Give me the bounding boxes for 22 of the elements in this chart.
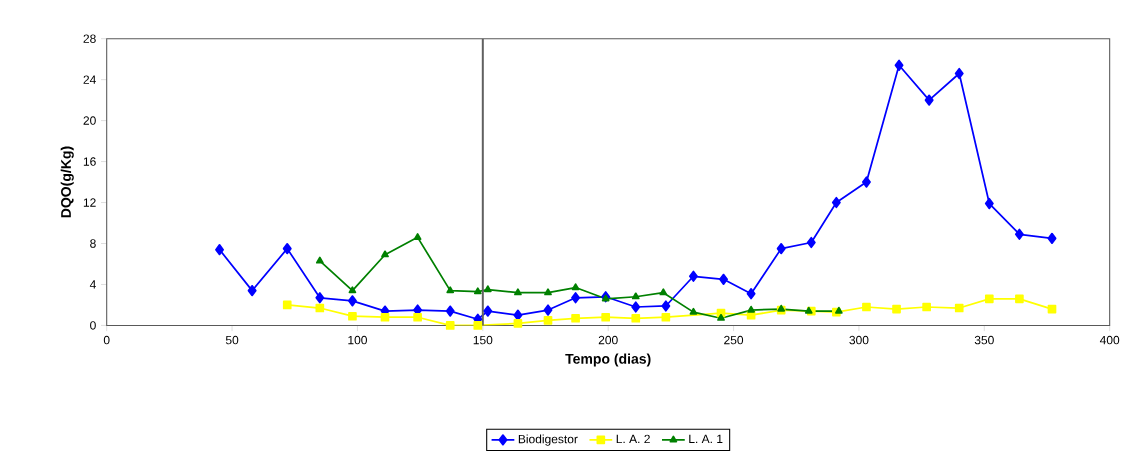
x-tick-label: 400 (1099, 335, 1120, 345)
x-tick-label: 150 (473, 335, 493, 345)
y-axis-title: DQO(g/Kg) (60, 146, 74, 218)
x-axis-title: Tempo (dias) (565, 353, 651, 367)
x-tick-label: 200 (598, 335, 618, 345)
y-tick-label: 24 (83, 75, 96, 84)
legend-label: L. A. 1 (689, 434, 723, 443)
y-tick-label: 0 (90, 321, 96, 330)
legend-label: Biodigestor (518, 434, 578, 446)
y-tick-label: 8 (90, 239, 96, 248)
x-tick-label: 100 (348, 335, 367, 345)
y-tick-label: 4 (89, 280, 96, 289)
x-tick-label: 50 (225, 335, 239, 345)
x-tick-label: 0 (103, 335, 110, 345)
x-tick-label: 350 (974, 335, 994, 345)
x-tick-label: 300 (849, 335, 869, 345)
y-tick-label: 12 (83, 198, 96, 207)
legend-label: L. A. 2 (616, 434, 650, 444)
x-tick-label: 250 (724, 335, 744, 345)
y-tick-label: 28 (83, 34, 96, 43)
y-tick-label: 16 (83, 157, 96, 166)
y-tick-label: 20 (83, 116, 96, 125)
